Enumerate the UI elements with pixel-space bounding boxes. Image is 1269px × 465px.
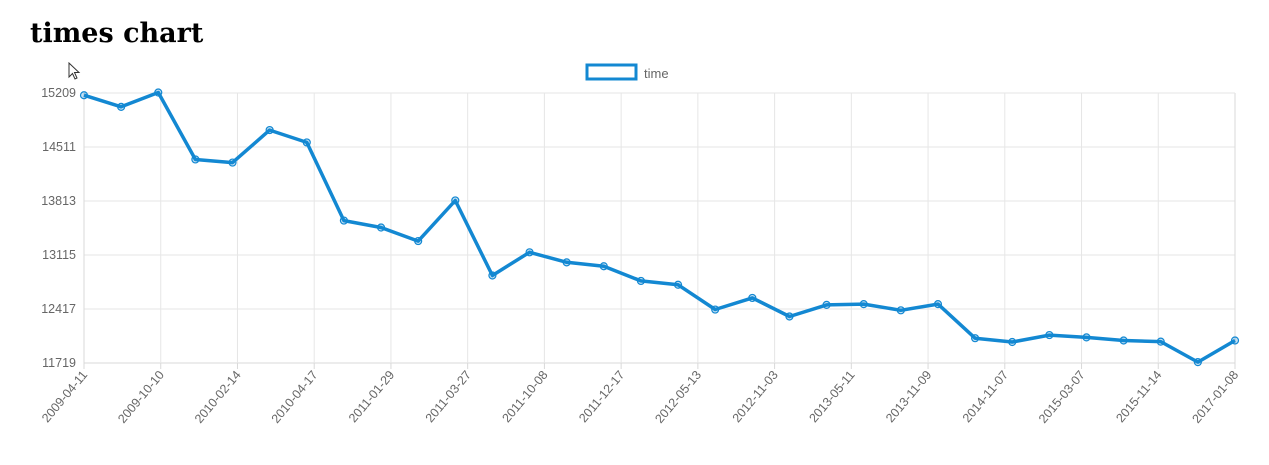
data-point[interactable] bbox=[673, 280, 683, 289]
x-tick-label: 2011-01-29 bbox=[346, 368, 397, 425]
data-point[interactable] bbox=[599, 262, 608, 271]
x-tick-label: 2010-02-14 bbox=[192, 368, 244, 426]
x-tick-label: 2014-11-07 bbox=[960, 368, 1011, 425]
data-point[interactable] bbox=[1008, 337, 1017, 347]
data-point[interactable] bbox=[302, 138, 311, 147]
data-point[interactable] bbox=[339, 216, 349, 225]
data-point[interactable] bbox=[822, 300, 831, 309]
data-point[interactable] bbox=[1193, 358, 1202, 367]
data-point[interactable] bbox=[1045, 330, 1054, 340]
data-point[interactable] bbox=[896, 306, 905, 315]
y-tick-label: 11719 bbox=[42, 356, 76, 370]
data-point[interactable] bbox=[970, 334, 980, 343]
x-tick-label: 2013-05-11 bbox=[806, 368, 857, 425]
y-axis-labels: 15209 14511 13813 13115 12417 11719 bbox=[41, 86, 76, 370]
x-tick-label: 2009-10-10 bbox=[115, 368, 167, 426]
data-point[interactable] bbox=[1119, 336, 1128, 345]
data-point[interactable] bbox=[451, 196, 460, 205]
series-time bbox=[79, 88, 1240, 367]
x-tick-label: 2013-11-09 bbox=[883, 368, 934, 425]
data-point[interactable] bbox=[1156, 337, 1165, 346]
chart-grid bbox=[83, 92, 1236, 369]
data-point[interactable] bbox=[1082, 333, 1091, 342]
y-tick-label: 13115 bbox=[42, 248, 76, 262]
x-tick-label: 2009-04-11 bbox=[39, 368, 90, 425]
series-line bbox=[83, 90, 1236, 364]
data-point[interactable] bbox=[117, 102, 126, 111]
data-point[interactable] bbox=[711, 305, 720, 314]
x-tick-label: 2010-04-17 bbox=[269, 368, 321, 426]
data-point[interactable] bbox=[636, 276, 646, 286]
y-tick-label: 13813 bbox=[41, 194, 76, 208]
data-point[interactable] bbox=[154, 88, 163, 97]
data-point[interactable] bbox=[191, 155, 200, 164]
data-point[interactable] bbox=[376, 223, 386, 232]
data-point[interactable] bbox=[228, 158, 237, 167]
data-point[interactable] bbox=[265, 125, 274, 135]
data-point[interactable] bbox=[933, 300, 943, 309]
x-tick-label: 2012-05-13 bbox=[652, 368, 704, 426]
x-tick-label: 2017-01-08 bbox=[1189, 368, 1241, 426]
y-tick-label: 14511 bbox=[42, 140, 76, 154]
y-tick-label: 12417 bbox=[41, 302, 76, 316]
data-point[interactable] bbox=[859, 300, 868, 309]
data-point[interactable] bbox=[525, 248, 534, 257]
chart-legend[interactable]: time bbox=[585, 63, 669, 81]
y-tick-label: 15209 bbox=[41, 86, 76, 100]
x-tick-label: 2015-11-14 bbox=[1113, 368, 1164, 425]
x-tick-label: 2011-03-27 bbox=[423, 368, 474, 425]
x-tick-label: 2011-10-08 bbox=[499, 368, 550, 425]
data-point[interactable] bbox=[785, 312, 794, 321]
data-point[interactable] bbox=[748, 293, 757, 303]
data-point[interactable] bbox=[79, 91, 89, 100]
mouse-pointer-icon bbox=[68, 62, 81, 80]
legend-label: time bbox=[644, 66, 669, 81]
data-point[interactable] bbox=[488, 271, 497, 280]
data-point[interactable] bbox=[414, 236, 423, 246]
x-tick-label: 2011-12-17 bbox=[576, 368, 627, 425]
page-title: times chart bbox=[30, 18, 204, 49]
data-point[interactable] bbox=[562, 258, 571, 267]
x-tick-label: 2012-11-03 bbox=[730, 368, 781, 425]
x-tick-label: 2015-03-07 bbox=[1036, 368, 1088, 426]
x-axis-labels: 2009-04-11 2009-10-10 2010-02-14 2010-04-17… bbox=[39, 368, 1241, 426]
legend-swatch bbox=[585, 63, 638, 81]
data-point[interactable] bbox=[1230, 336, 1240, 345]
